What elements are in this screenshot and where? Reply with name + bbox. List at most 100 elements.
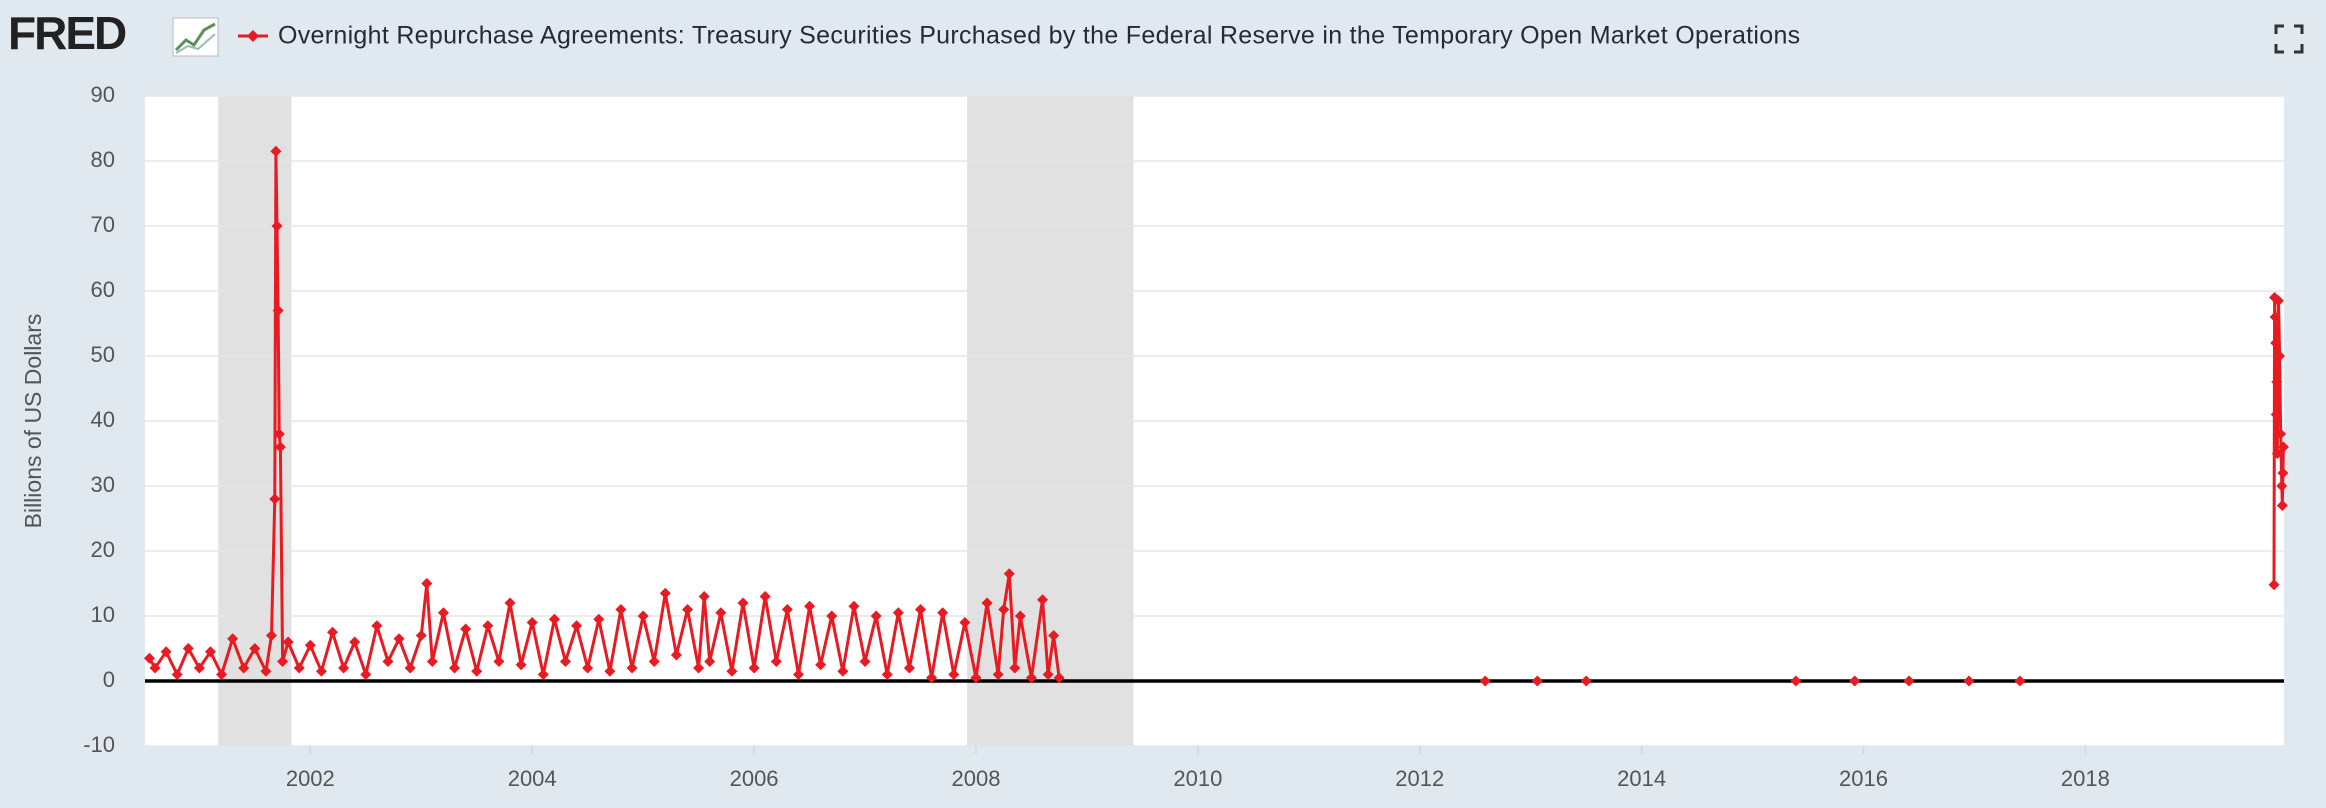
data-point — [193, 662, 205, 674]
data-point — [274, 441, 286, 453]
logo: FRED — [8, 7, 126, 59]
data-point — [926, 672, 938, 684]
data-point — [273, 428, 285, 440]
data-point — [759, 591, 771, 602]
data-point — [970, 672, 982, 684]
data-point — [1003, 568, 1015, 580]
data-point — [881, 669, 893, 680]
data-point — [437, 607, 449, 619]
y-tick-label: 20 — [91, 537, 115, 562]
data-point — [269, 493, 281, 505]
data-point — [615, 604, 627, 615]
data-point — [2276, 500, 2288, 511]
data-point — [393, 633, 405, 645]
data-point — [426, 656, 438, 667]
data-point — [2269, 311, 2281, 323]
data-point — [526, 617, 538, 628]
data-point — [559, 656, 571, 667]
data-point — [2277, 467, 2289, 479]
data-point — [992, 669, 1004, 680]
data-point — [293, 662, 305, 674]
data-point — [770, 656, 782, 667]
data-point — [382, 656, 394, 667]
fullscreen-icon[interactable] — [2274, 24, 2304, 54]
data-point — [260, 665, 272, 677]
data-point — [249, 643, 261, 654]
y-tick-label: 90 — [91, 82, 115, 107]
y-tick-label: 0 — [103, 667, 115, 692]
data-point — [870, 610, 882, 622]
data-point — [2014, 675, 2026, 687]
x-tick-label: 2018 — [2061, 766, 2110, 791]
data-point — [349, 636, 361, 648]
x-tick-label: 2010 — [1173, 766, 1222, 791]
data-point — [515, 659, 527, 671]
data-point — [204, 646, 216, 658]
data-point — [726, 665, 738, 677]
data-point — [160, 646, 172, 658]
data-point — [748, 662, 760, 674]
data-point — [914, 604, 926, 615]
y-tick-label: 60 — [91, 277, 115, 302]
data-point — [1014, 610, 1026, 622]
data-point — [659, 587, 671, 599]
data-point — [482, 620, 494, 632]
data-point — [265, 630, 277, 641]
data-point — [2271, 448, 2283, 459]
x-tick-label: 2012 — [1395, 766, 1444, 791]
data-point — [626, 662, 638, 674]
data-point — [271, 220, 283, 232]
x-tick-label: 2016 — [1839, 766, 1888, 791]
data-point — [493, 656, 505, 667]
data-point — [804, 600, 816, 612]
data-point — [449, 662, 461, 674]
data-point — [548, 613, 560, 625]
data-point — [1580, 675, 1592, 687]
data-point — [582, 662, 594, 674]
data-point — [998, 604, 1010, 615]
y-axis-label: Billions of US Dollars — [20, 314, 46, 529]
data-point — [848, 600, 860, 612]
data-point — [682, 604, 694, 615]
data-point — [698, 591, 710, 602]
data-point — [2268, 579, 2280, 591]
data-point — [781, 604, 793, 615]
data-point — [1790, 675, 1802, 687]
data-point — [1053, 672, 1065, 684]
data-point — [693, 662, 705, 674]
data-point — [471, 665, 483, 677]
y-tick-label: 70 — [91, 212, 115, 237]
data-point — [415, 630, 427, 641]
data-point — [227, 633, 239, 645]
data-point — [903, 662, 915, 674]
data-point — [304, 639, 316, 651]
data-point — [2276, 480, 2288, 492]
x-tick-label: 2004 — [508, 766, 557, 791]
data-point — [2272, 295, 2284, 307]
x-tick-label: 2014 — [1617, 766, 1666, 791]
data-point — [2274, 350, 2286, 362]
data-point — [272, 305, 284, 316]
data-point — [704, 656, 716, 667]
data-point — [282, 636, 294, 648]
data-point — [670, 649, 682, 661]
data-point — [892, 607, 904, 619]
data-point — [360, 669, 372, 680]
data-point — [149, 662, 161, 674]
data-point — [404, 662, 416, 674]
data-point — [270, 145, 282, 157]
data-point — [948, 669, 960, 680]
data-point — [937, 607, 949, 619]
data-point — [216, 669, 228, 680]
data-point — [1531, 675, 1543, 687]
data-point — [648, 656, 660, 667]
data-point — [1042, 669, 1054, 680]
data-point — [571, 620, 583, 632]
data-point — [182, 643, 194, 654]
data-point — [1963, 675, 1975, 687]
y-tick-label: 50 — [91, 342, 115, 367]
data-point — [1903, 675, 1915, 687]
data-point — [2275, 428, 2287, 440]
